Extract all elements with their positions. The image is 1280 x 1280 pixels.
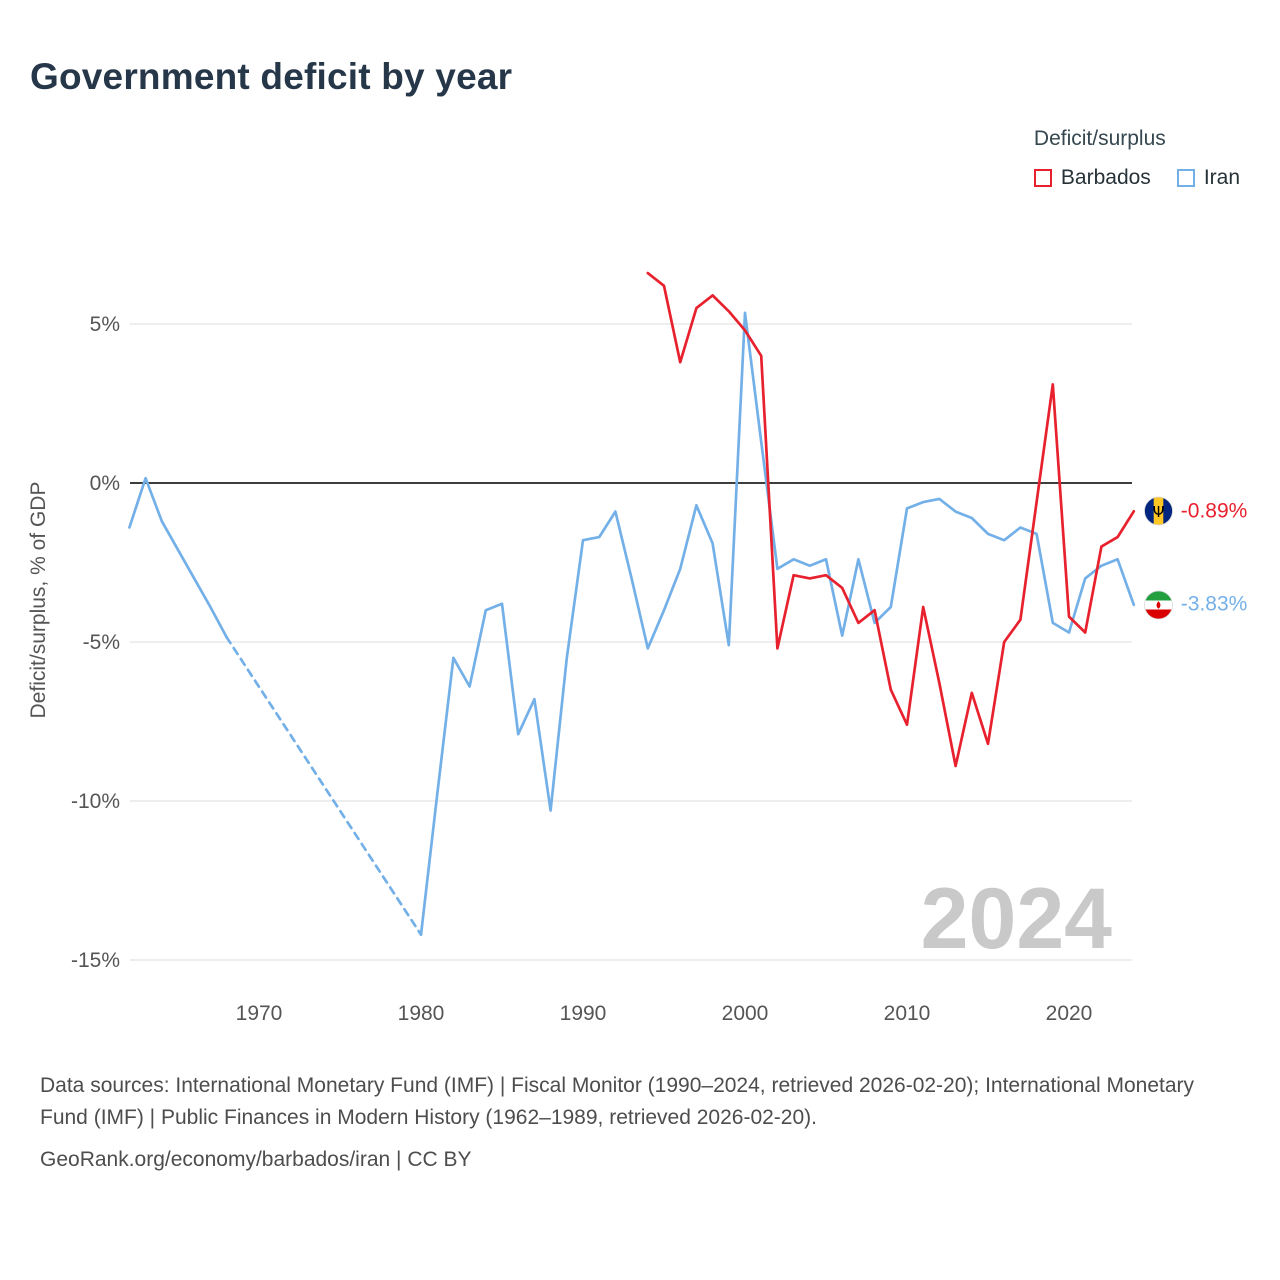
svg-text:Ψ: Ψ (1152, 503, 1164, 521)
x-tick-label: 1970 (236, 1002, 283, 1025)
y-tick-label: 0% (90, 472, 120, 495)
legend-item-label: Iran (1203, 166, 1240, 189)
y-tick-label: 5% (90, 313, 120, 336)
barbados-flag-icon: Ψ (1143, 496, 1173, 526)
legend-items: Barbados Iran (1033, 166, 1240, 190)
iran-swatch-icon (1176, 169, 1195, 187)
y-tick-label: -15% (71, 949, 120, 972)
barbados-end-value: -0.89% (1180, 499, 1248, 523)
y-tick-label: -10% (71, 790, 120, 813)
chart-title: Government deficit by year (30, 56, 513, 97)
x-tick-label: 2000 (722, 1002, 769, 1025)
legend-title: Deficit/surplus (1033, 127, 1166, 150)
y-tick-label: -5% (83, 631, 120, 654)
iran-end-value: -3.83% (1180, 592, 1248, 616)
x-tick-label: 1980 (398, 1002, 445, 1025)
iran-line (128, 476, 228, 639)
barbados-end-label: Ψ -0.89% (1143, 496, 1248, 526)
legend-item-iran[interactable]: Iran (1176, 166, 1240, 190)
footer: Data sources: International Monetary Fun… (40, 1070, 1238, 1176)
iran-line (419, 311, 1136, 936)
barbados-swatch-icon (1033, 169, 1052, 187)
x-tick-label: 2010 (884, 1002, 931, 1025)
legend-item-barbados[interactable]: Barbados (1033, 166, 1151, 190)
x-tick-label: 1990 (560, 1002, 607, 1025)
y-axis-title: Deficit/surplus, % of GDP (27, 482, 50, 719)
iran-flag-icon (1143, 590, 1173, 620)
attribution-link[interactable]: GeoRank.org/economy/barbados/iran | CC B… (40, 1147, 472, 1171)
legend-item-label: Barbados (1060, 166, 1151, 189)
barbados-line (646, 271, 1136, 768)
iran-line-dashed (225, 635, 423, 936)
iran-end-label: -3.83% (1143, 590, 1248, 620)
x-tick-label: 2020 (1046, 1002, 1093, 1025)
watermark-year: 2024 (921, 871, 1112, 967)
data-sources-text: Data sources: International Monetary Fun… (40, 1074, 1195, 1130)
legend: Deficit/surplus Barbados Iran (1033, 127, 1240, 190)
